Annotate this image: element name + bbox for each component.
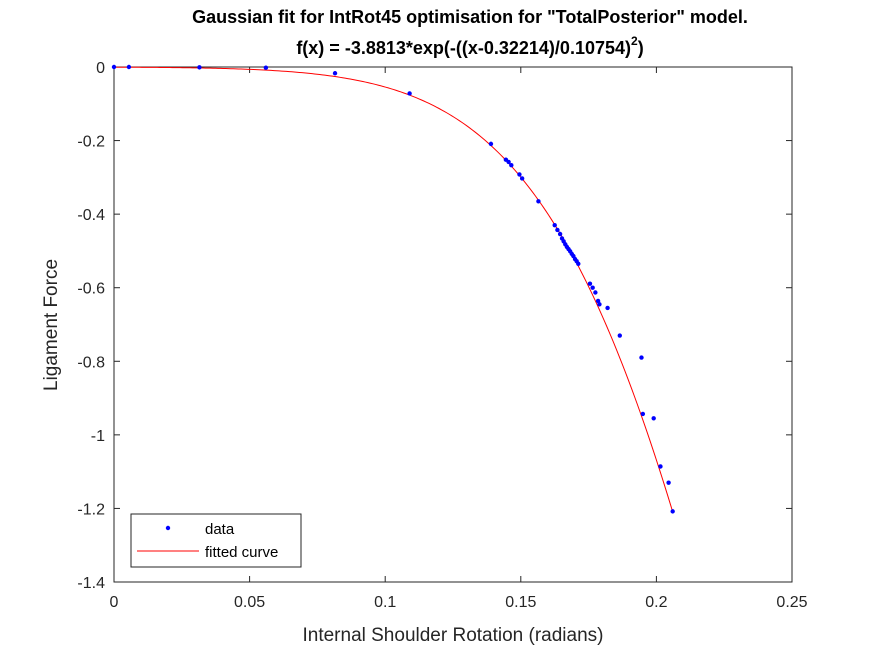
x-axis-ticks: 0 0.05 0.1 0.15 0.2 0.25 <box>110 67 808 611</box>
y-tick-label: 0 <box>96 60 105 77</box>
data-point <box>666 480 671 485</box>
data-point <box>263 65 269 70</box>
data-point <box>605 305 610 311</box>
data-point <box>506 159 511 165</box>
data-point <box>552 222 557 228</box>
x-tick-label: 0.2 <box>645 594 667 611</box>
legend: data fitted curve <box>130 513 302 568</box>
data-point <box>590 285 595 290</box>
data-point <box>670 509 675 514</box>
legend-data-label: data <box>205 521 235 538</box>
y-tick-label: -1 <box>91 428 105 445</box>
subtitle-main: f(x) = -3.8813*exp(-((x-0.32214)/0.10754… <box>296 38 631 58</box>
data-point <box>509 163 514 168</box>
data-point <box>519 176 525 181</box>
data-series <box>111 64 675 514</box>
x-tick-label: 0.15 <box>505 594 536 611</box>
data-point <box>557 231 563 237</box>
y-tick-label: -1.4 <box>77 575 105 592</box>
y-tick-label: -1.2 <box>77 501 105 518</box>
x-tick-label: 0 <box>110 594 119 611</box>
data-point <box>407 91 412 96</box>
data-point <box>488 141 494 147</box>
data-point <box>658 464 663 469</box>
subtitle-exponent: 2 <box>631 34 638 48</box>
x-axis-label: Internal Shoulder Rotation (radians) <box>302 625 603 646</box>
data-point <box>640 411 646 417</box>
plot-area <box>113 66 793 583</box>
chart-title: Gaussian fit for IntRot45 optimisation f… <box>192 7 748 27</box>
data-point <box>595 298 601 304</box>
data-point <box>111 64 117 70</box>
data-point <box>593 290 598 295</box>
legend-box <box>130 513 302 568</box>
data-point <box>126 64 132 70</box>
data-point <box>197 65 202 70</box>
data-point <box>587 281 593 286</box>
chart-subtitle: f(x) = -3.8813*exp(-((x-0.32214)/0.10754… <box>296 34 643 58</box>
data-point <box>555 227 560 233</box>
data-point <box>517 172 522 177</box>
y-axis-label: Ligament Force <box>41 259 62 391</box>
x-tick-label: 0.05 <box>234 594 265 611</box>
data-point <box>651 416 656 421</box>
fitted-curve-line <box>113 66 674 512</box>
fitted-curve-series <box>113 66 674 512</box>
x-tick-label: 0.25 <box>776 594 807 611</box>
y-axis-ticks: 0 -0.2 -0.4 -0.6 -0.8 -1 -1.2 -1.4 <box>77 60 792 592</box>
y-tick-label: -0.4 <box>77 207 105 224</box>
legend-fit-label: fitted curve <box>205 544 278 561</box>
data-point <box>639 355 644 360</box>
y-tick-label: -0.2 <box>77 134 105 151</box>
legend-data-marker <box>165 525 171 531</box>
data-point <box>332 71 338 76</box>
x-tick-label: 0.1 <box>374 594 396 611</box>
data-point <box>536 199 541 204</box>
data-point <box>617 333 622 338</box>
subtitle-tail: ) <box>638 38 644 58</box>
data-point <box>597 302 602 307</box>
data-point <box>576 261 581 267</box>
y-tick-label: -0.8 <box>77 354 105 371</box>
y-tick-label: -0.6 <box>77 281 105 298</box>
